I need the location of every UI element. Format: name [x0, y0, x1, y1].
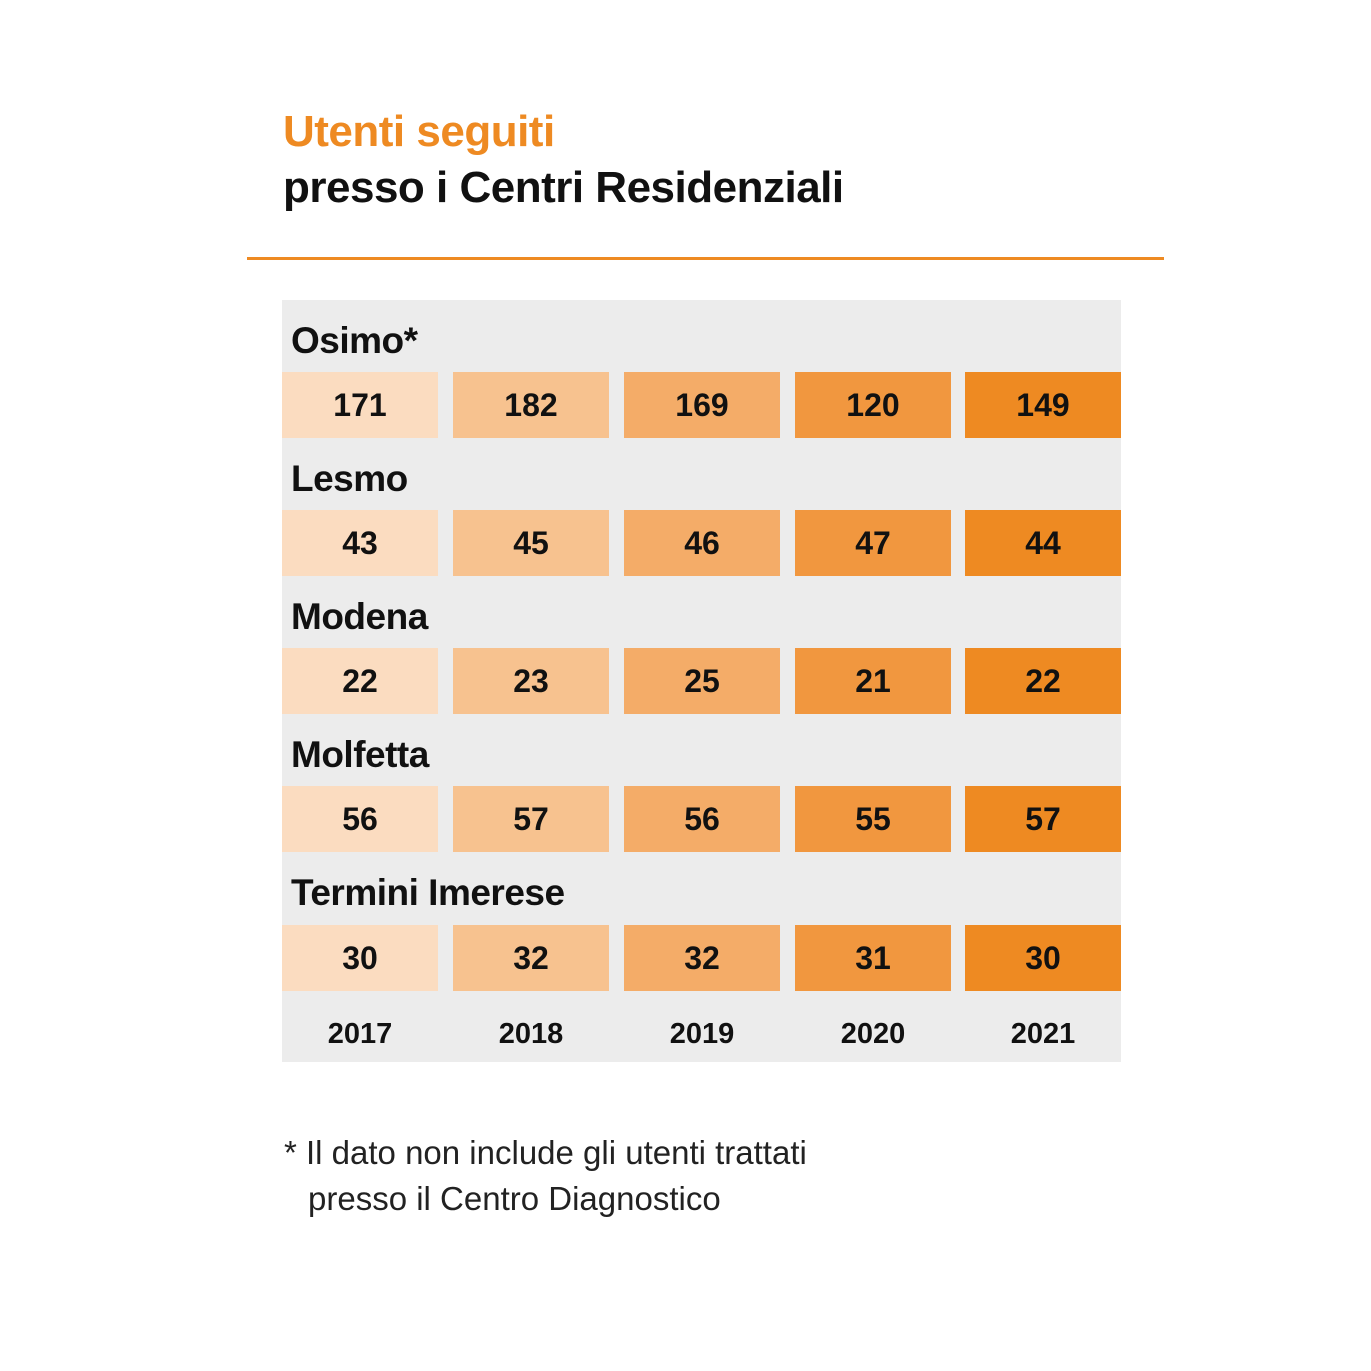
- value-cell: 45: [453, 510, 609, 576]
- value-cell: 44: [965, 510, 1121, 576]
- site-label: Osimo*: [291, 320, 418, 361]
- year-label: 2020: [840, 1018, 906, 1050]
- value-cell: 57: [965, 786, 1121, 852]
- chart-subtitle: presso i Centri Residenziali: [283, 163, 844, 212]
- footnote-line-2: presso il Centro Diagnostico: [308, 1180, 721, 1217]
- value-cell: 22: [282, 648, 438, 714]
- year-label: 2019: [669, 1018, 735, 1050]
- value-cell: 56: [624, 786, 780, 852]
- value-cell: 169: [624, 372, 780, 438]
- site-label: Termini Imerese: [291, 872, 565, 913]
- value-cell: 30: [965, 925, 1121, 991]
- value-cell: 120: [795, 372, 951, 438]
- value-cell: 25: [624, 648, 780, 714]
- year-label: 2018: [498, 1018, 564, 1050]
- value-cell: 57: [453, 786, 609, 852]
- value-cell: 22: [965, 648, 1121, 714]
- footnote-line-1: * Il dato non include gli utenti trattat…: [284, 1134, 807, 1171]
- site-label: Lesmo: [291, 458, 408, 499]
- value-cell: 56: [282, 786, 438, 852]
- value-cell: 149: [965, 372, 1121, 438]
- value-cell: 32: [453, 925, 609, 991]
- year-label: 2021: [1010, 1018, 1076, 1050]
- site-label: Modena: [291, 596, 428, 637]
- chart-title: Utenti seguiti: [283, 107, 555, 156]
- value-cell: 32: [624, 925, 780, 991]
- value-cell: 31: [795, 925, 951, 991]
- value-cell: 23: [453, 648, 609, 714]
- value-cell: 46: [624, 510, 780, 576]
- value-cell: 171: [282, 372, 438, 438]
- value-cell: 55: [795, 786, 951, 852]
- value-cell: 43: [282, 510, 438, 576]
- site-label: Molfetta: [291, 734, 429, 775]
- title-divider: [247, 257, 1164, 260]
- footnote: * Il dato non include gli utenti trattat…: [284, 1130, 807, 1222]
- value-cell: 21: [795, 648, 951, 714]
- year-label: 2017: [327, 1018, 393, 1050]
- value-cell: 47: [795, 510, 951, 576]
- value-cell: 30: [282, 925, 438, 991]
- value-cell: 182: [453, 372, 609, 438]
